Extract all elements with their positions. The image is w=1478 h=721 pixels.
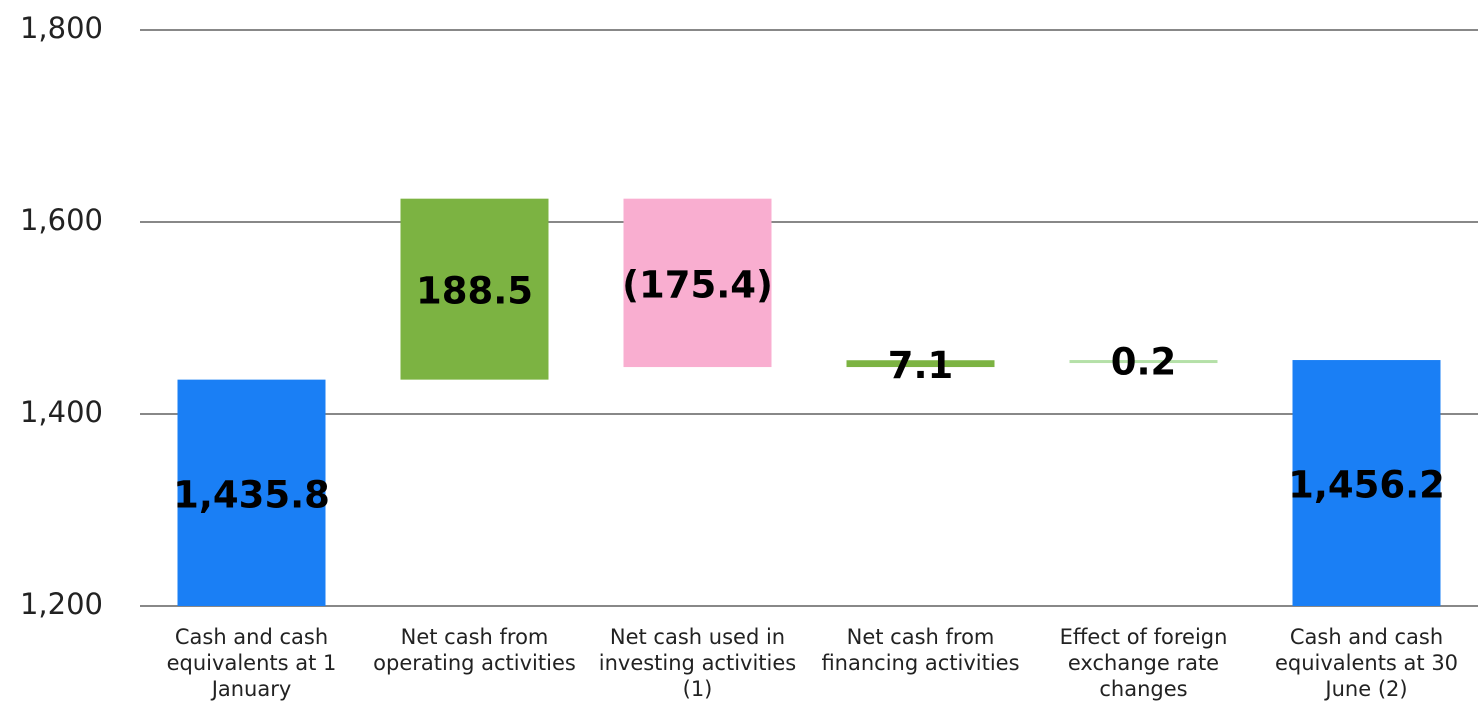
x-tick-label: Effect of foreign exchange rate changes — [1034, 624, 1254, 702]
value-label: (175.4) — [622, 263, 773, 306]
y-tick-label: 1,800 — [20, 11, 103, 45]
chart: 1,200 1,400 1,600 1,800 1,435.8 188.5 (175.4) 7… — [0, 0, 1478, 721]
value-label: 1,435.8 — [173, 473, 330, 516]
y-tick-label: 1,200 — [20, 587, 103, 621]
value-label: 7.1 — [888, 344, 954, 387]
chart-svg: 1,200 1,400 1,600 1,800 1,435.8 188.5 (175.4) 7… — [0, 0, 1478, 721]
y-tick-label: 1,400 — [20, 395, 103, 429]
x-tick-label: Net cash used in investing activities (1… — [588, 624, 808, 702]
x-tick-label: Cash and cash equivalents at 30 June (2) — [1257, 624, 1477, 702]
value-label: 0.2 — [1111, 341, 1177, 384]
value-label: 1,456.2 — [1288, 464, 1445, 507]
value-label: 188.5 — [416, 270, 533, 313]
x-tick-label: Net cash from operating activities — [365, 624, 585, 676]
x-tick-label: Net cash from financing activities — [811, 624, 1031, 676]
y-tick-label: 1,600 — [20, 203, 103, 237]
x-tick-label: Cash and cash equivalents at 1 January — [142, 624, 362, 702]
